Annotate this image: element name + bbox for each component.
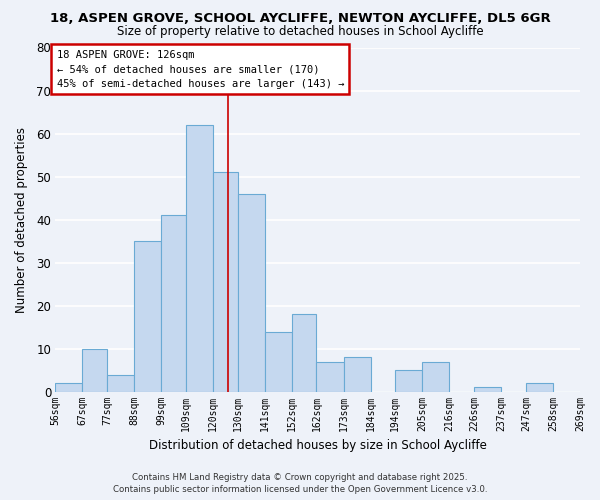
Bar	[186, 125, 213, 392]
Text: 18 ASPEN GROVE: 126sqm
← 54% of detached houses are smaller (170)
45% of semi-de: 18 ASPEN GROVE: 126sqm ← 54% of detached…	[56, 50, 344, 90]
Bar	[55, 383, 82, 392]
Bar	[344, 358, 371, 392]
Text: 18, ASPEN GROVE, SCHOOL AYCLIFFE, NEWTON AYCLIFFE, DL5 6GR: 18, ASPEN GROVE, SCHOOL AYCLIFFE, NEWTON…	[50, 12, 550, 26]
Bar	[107, 374, 134, 392]
Y-axis label: Number of detached properties: Number of detached properties	[15, 126, 28, 312]
Bar	[238, 194, 265, 392]
Bar	[161, 216, 186, 392]
Bar	[265, 332, 292, 392]
Bar	[82, 348, 107, 392]
Bar	[316, 362, 344, 392]
Bar	[134, 241, 161, 392]
Bar	[422, 362, 449, 392]
Text: Contains HM Land Registry data © Crown copyright and database right 2025.
Contai: Contains HM Land Registry data © Crown c…	[113, 472, 487, 494]
Bar	[474, 388, 501, 392]
Text: Size of property relative to detached houses in School Aycliffe: Size of property relative to detached ho…	[116, 25, 484, 38]
Bar	[526, 383, 553, 392]
Bar	[213, 172, 238, 392]
Bar	[395, 370, 422, 392]
X-axis label: Distribution of detached houses by size in School Aycliffe: Distribution of detached houses by size …	[149, 440, 487, 452]
Bar	[292, 314, 316, 392]
